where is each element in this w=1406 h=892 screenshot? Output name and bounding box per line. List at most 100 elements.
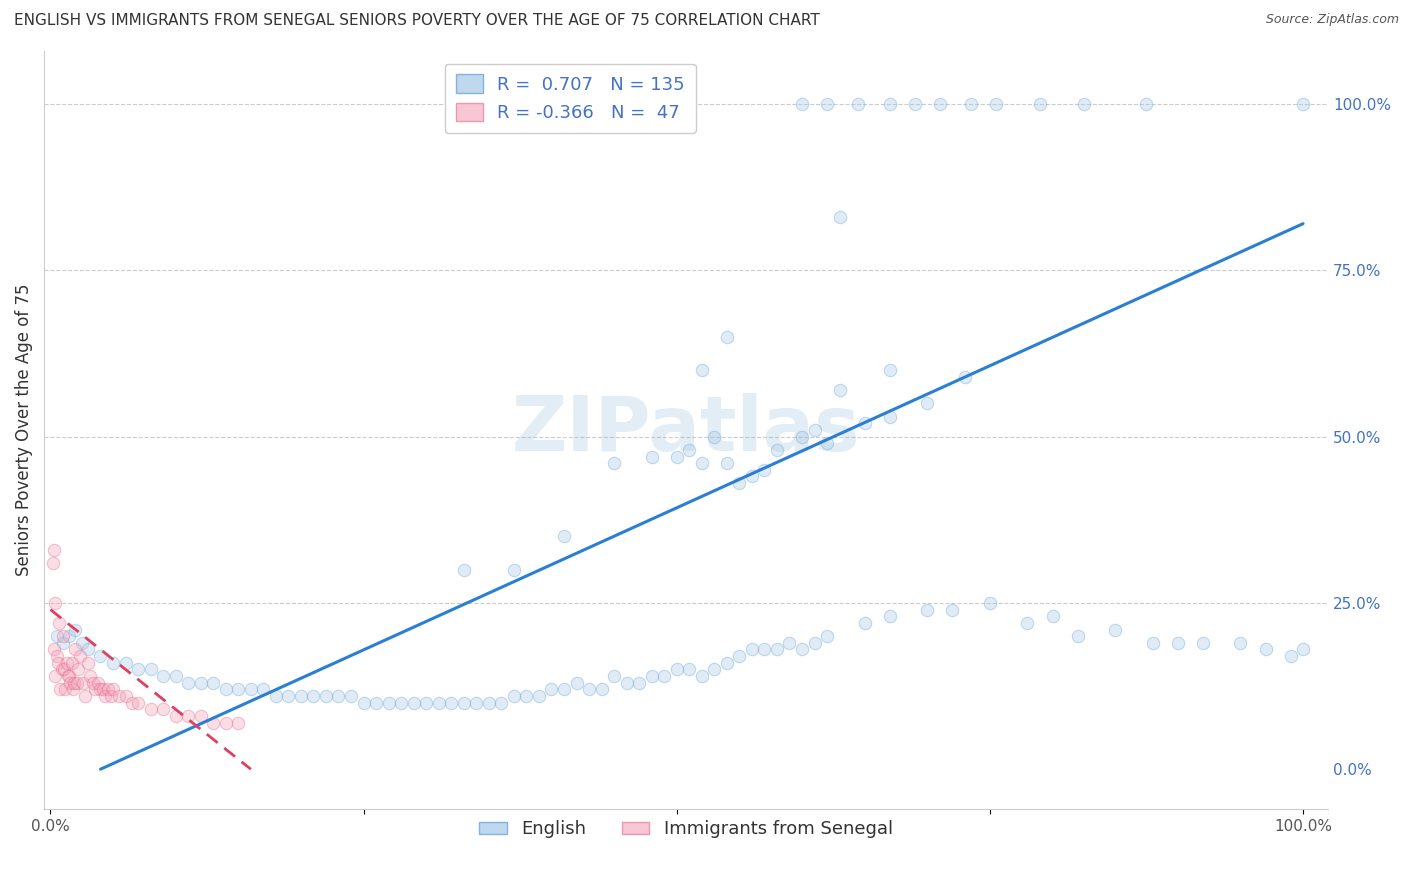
Point — [828, 383, 851, 397]
Point — [728, 476, 751, 491]
Point — [803, 636, 825, 650]
Point — [640, 450, 662, 464]
Point — [52, 636, 75, 650]
Point — [46, 656, 69, 670]
Point — [77, 642, 100, 657]
Point — [190, 675, 212, 690]
Point — [779, 636, 801, 650]
Point — [52, 629, 75, 643]
Point — [754, 463, 776, 477]
Point — [62, 682, 84, 697]
Point — [65, 642, 87, 657]
Point — [264, 689, 287, 703]
Point — [553, 682, 575, 697]
Point — [65, 623, 87, 637]
Point — [79, 669, 101, 683]
Point — [1017, 615, 1039, 630]
Point — [87, 675, 110, 690]
Point — [121, 696, 143, 710]
Point — [165, 709, 187, 723]
Point — [89, 649, 111, 664]
Point — [77, 656, 100, 670]
Point — [1292, 96, 1315, 111]
Point — [353, 696, 375, 710]
Point — [941, 602, 963, 616]
Point — [1066, 629, 1088, 643]
Point — [741, 642, 763, 657]
Point — [815, 629, 838, 643]
Point — [815, 96, 838, 111]
Point — [665, 662, 688, 676]
Point — [690, 669, 713, 683]
Point — [652, 669, 675, 683]
Point — [45, 629, 67, 643]
Point — [1229, 636, 1251, 650]
Legend: English, Immigrants from Senegal: English, Immigrants from Senegal — [472, 814, 900, 846]
Point — [139, 702, 162, 716]
Point — [828, 210, 851, 224]
Point — [252, 682, 274, 697]
Point — [55, 656, 77, 670]
Point — [56, 669, 79, 683]
Point — [108, 689, 131, 703]
Point — [616, 675, 638, 690]
Point — [879, 363, 901, 377]
Point — [728, 649, 751, 664]
Point — [917, 602, 939, 616]
Point — [328, 689, 350, 703]
Point — [640, 669, 662, 683]
Point — [603, 456, 626, 470]
Point — [986, 96, 1008, 111]
Point — [628, 675, 651, 690]
Point — [665, 450, 688, 464]
Point — [879, 96, 901, 111]
Point — [716, 330, 738, 344]
Point — [790, 96, 813, 111]
Point — [152, 702, 174, 716]
Point — [853, 417, 876, 431]
Point — [66, 662, 89, 676]
Point — [100, 689, 122, 703]
Point — [66, 675, 89, 690]
Point — [515, 689, 537, 703]
Point — [603, 669, 626, 683]
Point — [565, 675, 588, 690]
Point — [979, 596, 1001, 610]
Point — [553, 529, 575, 543]
Point — [82, 675, 104, 690]
Point — [1167, 636, 1189, 650]
Point — [1279, 649, 1302, 664]
Point — [226, 682, 249, 697]
Point — [44, 669, 66, 683]
Point — [1104, 623, 1126, 637]
Point — [177, 709, 200, 723]
Point — [1073, 96, 1095, 111]
Point — [478, 696, 501, 710]
Point — [754, 642, 776, 657]
Point — [315, 689, 337, 703]
Point — [904, 96, 927, 111]
Point — [415, 696, 437, 710]
Point — [55, 682, 77, 697]
Point — [114, 689, 136, 703]
Point — [165, 669, 187, 683]
Point — [440, 696, 463, 710]
Point — [716, 656, 738, 670]
Point — [152, 669, 174, 683]
Text: Source: ZipAtlas.com: Source: ZipAtlas.com — [1265, 13, 1399, 27]
Point — [1142, 636, 1164, 650]
Point — [48, 615, 70, 630]
Point — [202, 675, 225, 690]
Point — [790, 642, 813, 657]
Point — [578, 682, 600, 697]
Point — [703, 662, 725, 676]
Point — [1192, 636, 1215, 650]
Point — [1292, 642, 1315, 657]
Point — [766, 642, 789, 657]
Point — [1029, 96, 1052, 111]
Point — [703, 429, 725, 443]
Point — [790, 429, 813, 443]
Point — [44, 596, 66, 610]
Point — [51, 662, 73, 676]
Point — [364, 696, 387, 710]
